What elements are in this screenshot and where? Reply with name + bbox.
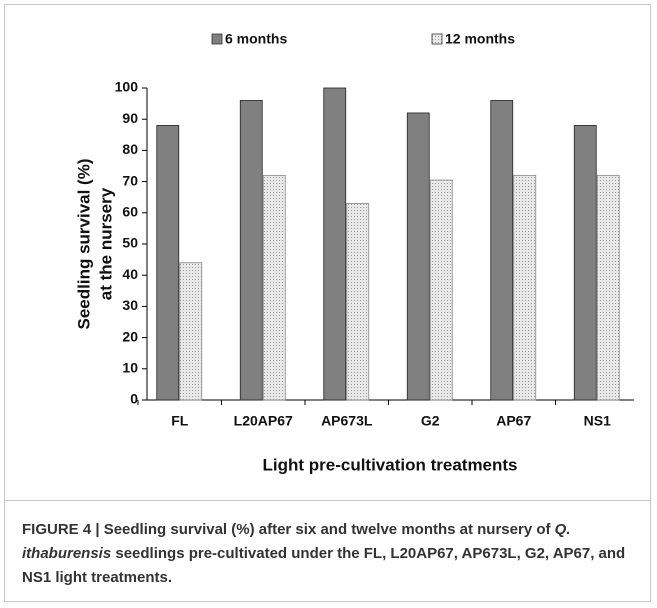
y-tick-label: 40 xyxy=(122,266,138,282)
y-axis-title-line: Seedling survival (%) xyxy=(74,159,93,330)
bar xyxy=(239,100,263,401)
y-tick-label: 70 xyxy=(122,172,138,188)
bar xyxy=(406,112,430,401)
x-axis-title: Light pre-cultivation treatments xyxy=(262,455,517,474)
caption: FIGURE 4 | Seedling survival (%) after s… xyxy=(22,518,637,590)
y-tick-label: 80 xyxy=(122,141,138,157)
legend-label: 6 months xyxy=(225,31,287,47)
bar xyxy=(323,87,347,401)
bar xyxy=(346,203,370,401)
y-tick-label: 100 xyxy=(115,79,139,95)
separator xyxy=(4,500,651,501)
x-tick-label: AP67 xyxy=(496,413,531,429)
caption-species: Q. ithaburensis xyxy=(22,521,571,562)
x-tick-label: G2 xyxy=(421,413,440,429)
caption-text: FIGURE 4 | Seedling survival (%) after s… xyxy=(22,521,555,538)
y-tick-label: 10 xyxy=(122,360,138,376)
y-tick-label: 30 xyxy=(122,297,138,313)
x-tick-label: NS1 xyxy=(584,413,611,429)
bar xyxy=(513,174,537,401)
bar xyxy=(573,125,597,401)
caption-text: seedlings pre-cultivated under the FL, L… xyxy=(22,545,626,586)
legend-label: 12 months xyxy=(445,31,515,47)
y-axis-title: Seedling survival (%) at the nursery xyxy=(74,159,115,330)
y-tick-label: 60 xyxy=(122,204,138,220)
y-tick-label: 20 xyxy=(122,328,138,344)
legend-swatch xyxy=(431,33,443,45)
y-tick-label: 50 xyxy=(122,235,138,251)
chart: Seedling survival (%) at the nursery Lig… xyxy=(74,31,634,474)
y-tick-label: 0 xyxy=(130,391,138,407)
bar xyxy=(490,100,514,401)
bar xyxy=(179,262,203,401)
bar xyxy=(596,174,620,401)
bar xyxy=(156,125,180,401)
x-tick-label: L20AP67 xyxy=(234,413,293,429)
bar xyxy=(262,174,286,401)
bar xyxy=(429,179,453,401)
figure-frame xyxy=(4,4,651,602)
y-axis-title-line: at the nursery xyxy=(96,187,115,300)
x-tick-label: AP673L xyxy=(321,413,373,429)
x-tick-label: FL xyxy=(171,413,189,429)
legend-swatch xyxy=(211,33,223,45)
y-tick-label: 90 xyxy=(122,110,138,126)
